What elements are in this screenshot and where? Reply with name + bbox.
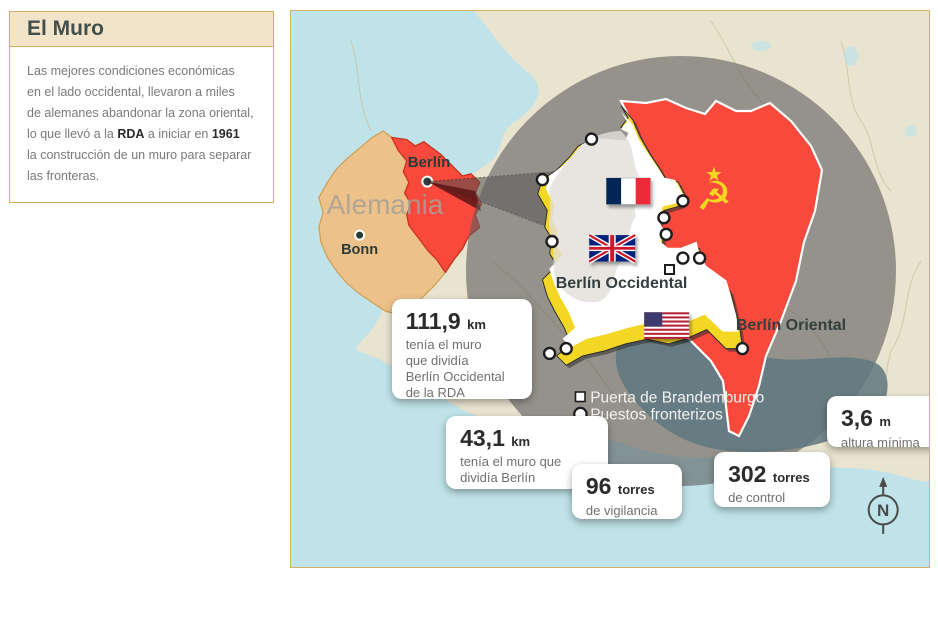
svg-text:Berlín Occidental: Berlín Occidental [556,275,688,292]
svg-text:☭: ☭ [696,175,732,219]
svg-text:Berlín Oriental: Berlín Oriental [736,317,846,334]
svg-text:Alemania: Alemania [327,189,444,220]
svg-text:Puerta de Brandemburgo: Puerta de Brandemburgo [590,390,764,407]
svg-text:Berlín: Berlín [408,154,451,171]
svg-text:Bonn: Bonn [341,242,378,258]
svg-text:Puestos fronterizos: Puestos fronterizos [590,407,723,424]
svg-text:N: N [877,501,889,520]
